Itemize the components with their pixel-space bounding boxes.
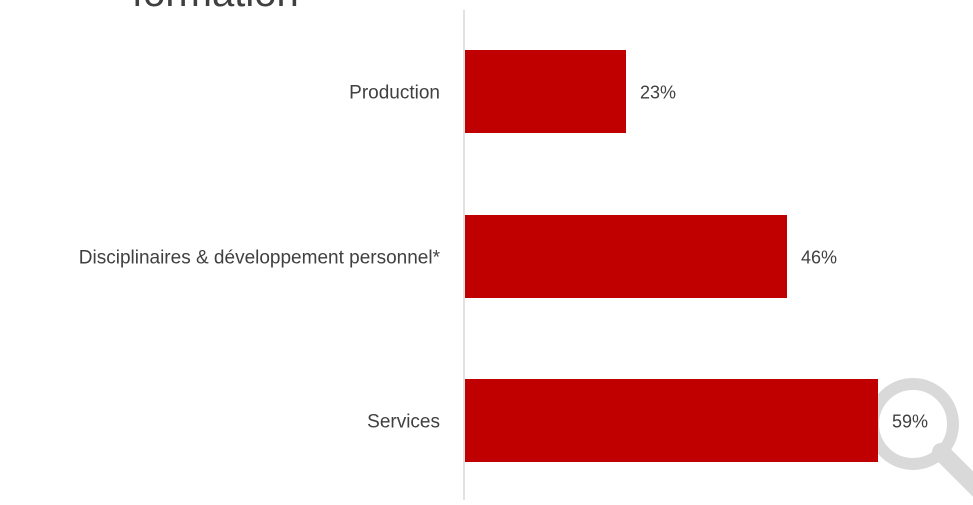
chart-title: formation — [132, 0, 299, 15]
value-label: 46% — [801, 248, 837, 268]
corner-triangle-icon — [0, 395, 37, 465]
bar-2 — [465, 215, 787, 298]
category-label: Disciplinaires & développement personnel… — [79, 248, 441, 269]
value-label: 23% — [640, 83, 676, 103]
value-label: 59% — [892, 412, 928, 432]
bar-marks: Production 23% Disciplinaires & développem… — [79, 50, 928, 462]
bar-3 — [465, 379, 878, 462]
category-label: Production — [349, 83, 440, 104]
magnifier-icon — [867, 378, 973, 497]
category-label: Services — [367, 412, 440, 433]
bar-1 — [465, 50, 626, 133]
